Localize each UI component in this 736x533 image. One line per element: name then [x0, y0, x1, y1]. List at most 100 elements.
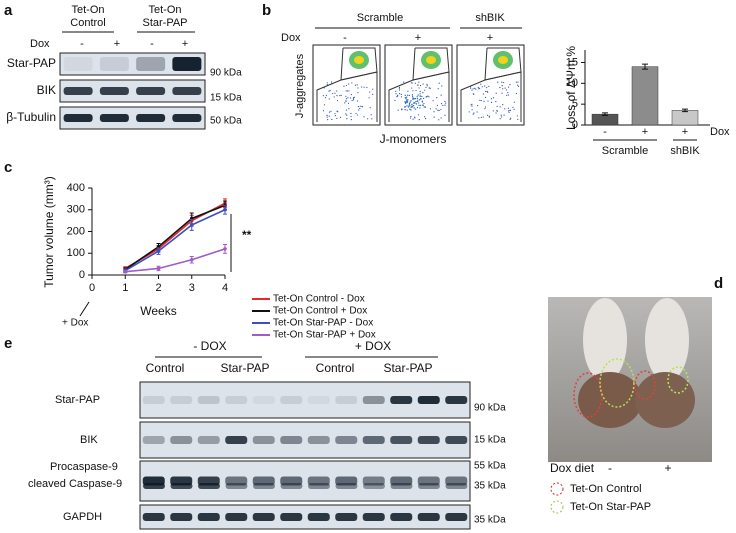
event: [419, 95, 422, 97]
band: [198, 483, 220, 489]
event: [440, 94, 442, 96]
kda-marker: 35 kDa: [474, 481, 506, 492]
y-tick-label: 400: [67, 182, 85, 194]
band: [335, 436, 358, 444]
event: [345, 84, 348, 87]
event: [407, 106, 410, 108]
event: [323, 104, 326, 106]
error-bar: [642, 63, 648, 70]
column-header: Tet-On: [71, 4, 104, 16]
band: [136, 87, 166, 95]
event: [508, 111, 510, 114]
diet-sign: +: [664, 461, 671, 475]
event: [336, 117, 338, 119]
panel-label: a: [4, 2, 13, 19]
band: [335, 513, 358, 521]
x-tick-label: 2: [155, 282, 161, 294]
event: [369, 107, 371, 109]
group-label: Star-PAP: [220, 361, 269, 375]
event: [499, 106, 501, 108]
event: [415, 100, 417, 102]
event: [415, 103, 418, 105]
event: [358, 109, 360, 111]
event: [371, 118, 373, 120]
band: [308, 483, 330, 489]
band: [335, 476, 358, 486]
event: [422, 83, 424, 85]
event: [413, 107, 415, 109]
band: [136, 114, 166, 122]
event: [470, 104, 472, 106]
event: [398, 92, 401, 95]
event: [370, 114, 372, 116]
event: [336, 90, 338, 92]
event: [333, 96, 335, 98]
event: [438, 109, 440, 112]
event: [350, 115, 352, 118]
event: [472, 113, 474, 115]
blot: [59, 106, 206, 130]
event: [398, 89, 401, 91]
row-label: Procaspase-9: [50, 461, 118, 473]
event: [496, 105, 498, 107]
event: [438, 82, 440, 84]
event: [517, 81, 519, 83]
band: [390, 436, 413, 444]
band: [280, 396, 303, 404]
dox-sign: -: [343, 32, 347, 44]
event: [346, 90, 349, 92]
event: [501, 92, 503, 94]
band: [390, 396, 413, 404]
x-tick-label: 4: [222, 282, 228, 294]
event: [474, 87, 476, 89]
band: [417, 513, 440, 521]
band: [307, 396, 330, 404]
event: [444, 114, 446, 116]
event: [507, 107, 509, 109]
event: [372, 93, 374, 95]
event: [424, 106, 427, 108]
event: [515, 92, 517, 95]
event: [411, 103, 413, 106]
event: [500, 114, 502, 116]
y-tick-label: 200: [67, 225, 85, 237]
event: [410, 106, 412, 108]
band: [280, 483, 303, 489]
event: [324, 97, 327, 99]
band: [172, 114, 202, 122]
event: [437, 88, 439, 90]
event: [404, 101, 407, 104]
panel-label: d: [714, 275, 723, 292]
event: [397, 109, 399, 111]
event: [348, 90, 350, 92]
annotation: + Dox: [62, 318, 88, 329]
band: [335, 483, 358, 489]
cluster: [498, 56, 508, 64]
event: [357, 87, 359, 89]
event: [425, 86, 427, 89]
legend-label: Tet-On Control: [570, 483, 642, 495]
event: [468, 111, 470, 113]
event: [336, 99, 339, 102]
event: [345, 109, 348, 111]
event: [418, 104, 420, 107]
legend-label: Tet-On Star-PAP - Dox: [273, 318, 373, 329]
event: [411, 106, 414, 108]
point: [156, 249, 161, 253]
event: [326, 116, 328, 118]
event: [331, 82, 333, 85]
event: [407, 90, 409, 92]
event: [503, 114, 505, 116]
band: [225, 513, 248, 521]
event: [416, 96, 418, 98]
row-label: β-Tubulin: [6, 110, 56, 124]
y-tick-label: 300: [67, 204, 85, 216]
event: [471, 109, 473, 111]
panel-label: b: [262, 2, 271, 19]
line: [124, 204, 226, 271]
band: [172, 87, 202, 95]
event: [419, 84, 422, 87]
band: [253, 483, 275, 489]
event: [411, 95, 414, 98]
band: [170, 396, 193, 404]
